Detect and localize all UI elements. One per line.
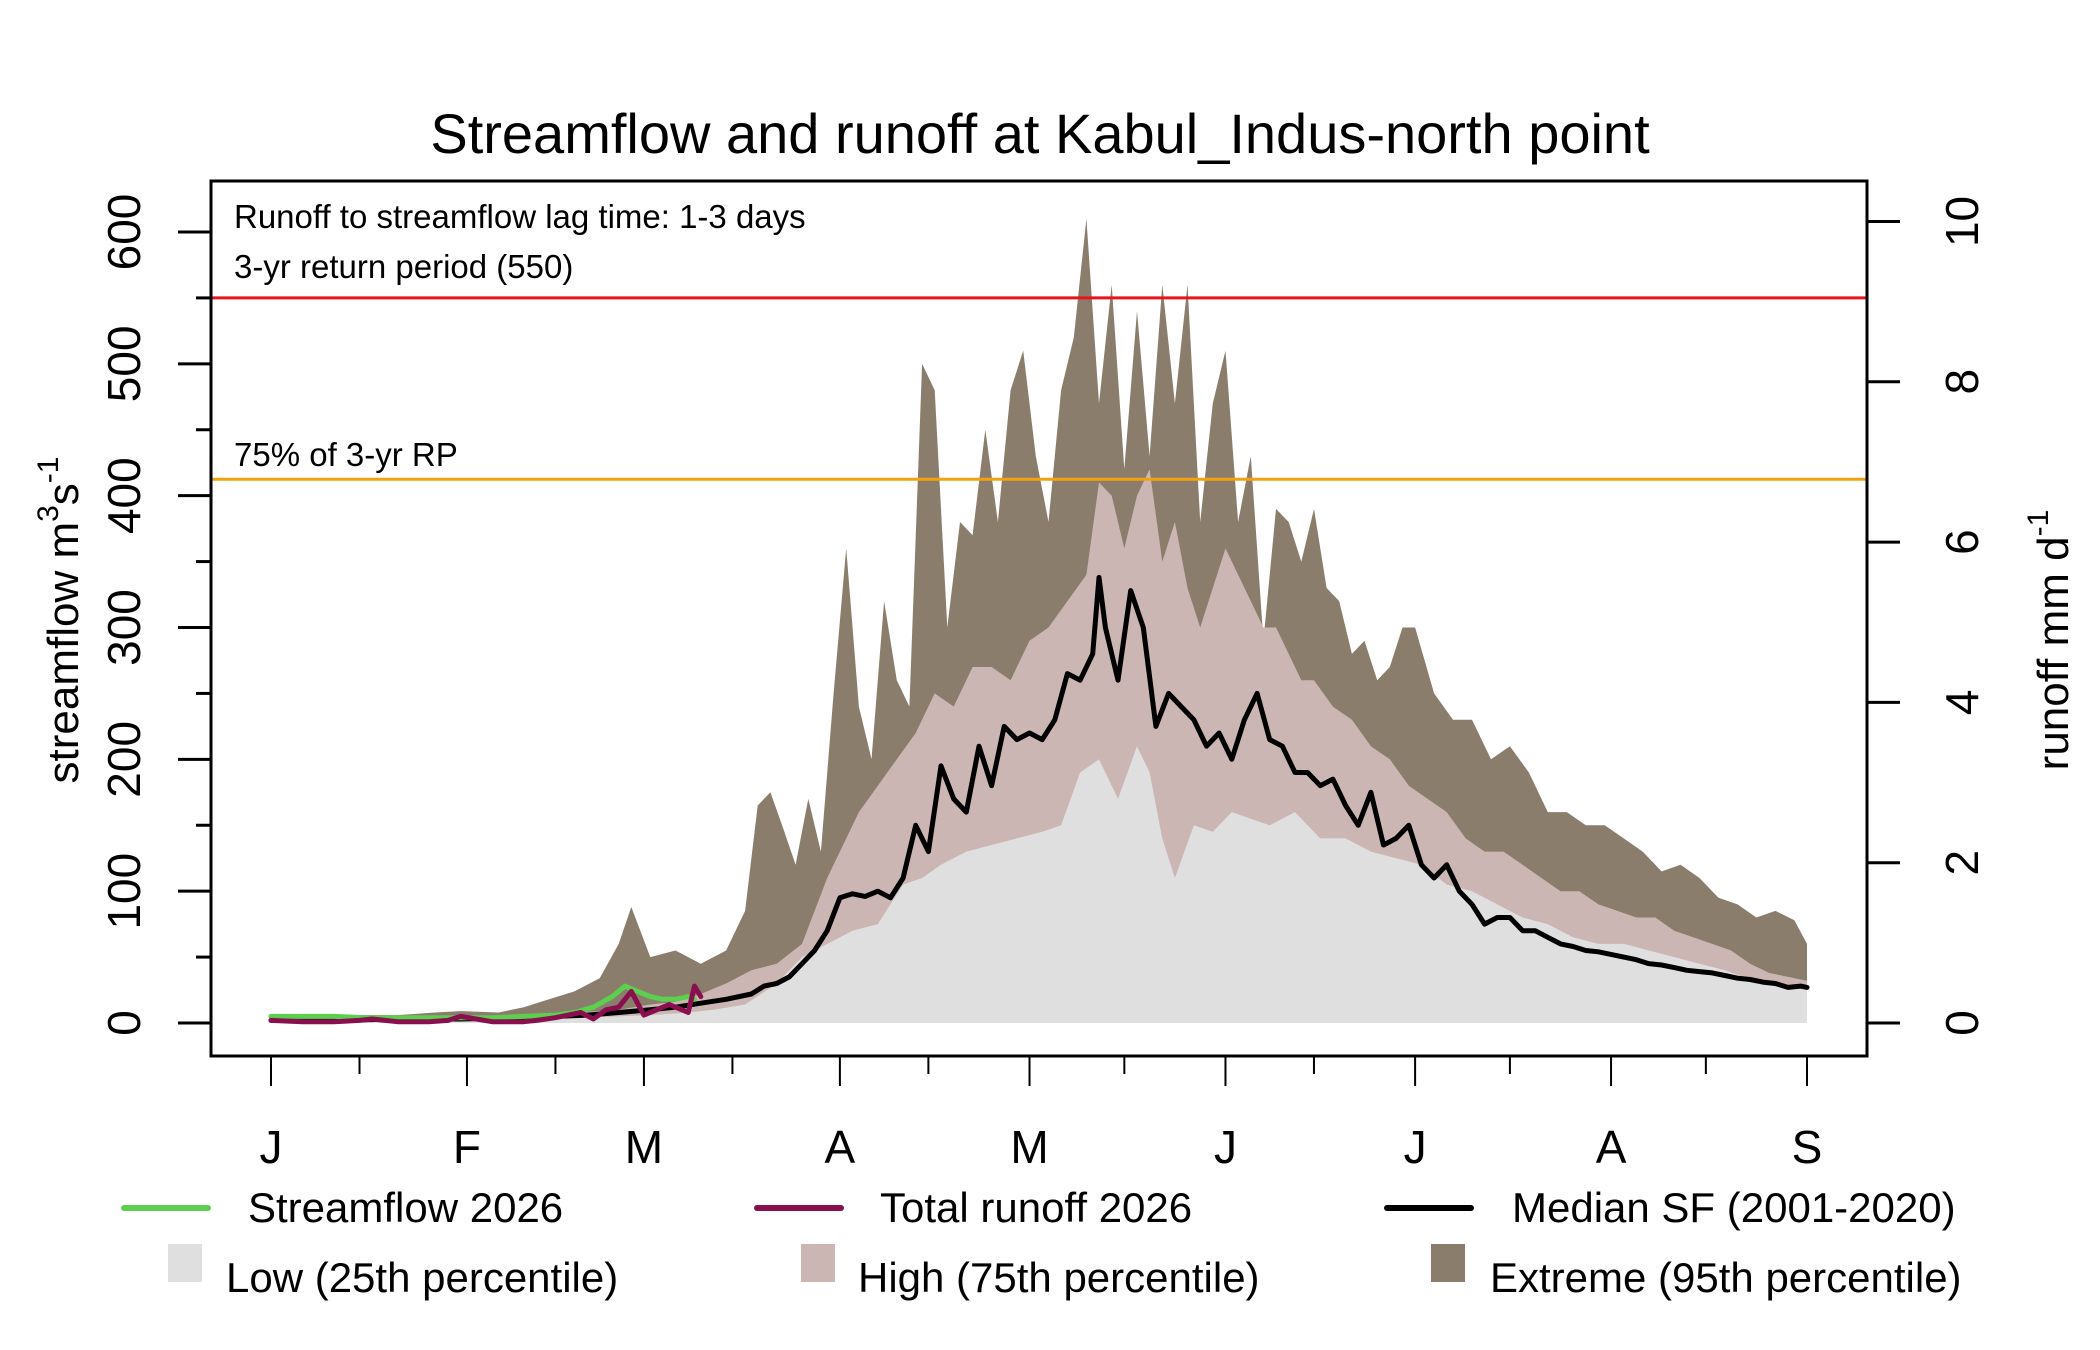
chart-title: Streamflow and runoff at Kabul_Indus-nor… (430, 102, 1650, 165)
x-tick-label: A (1596, 1121, 1627, 1173)
y-axis-right: 0 2 4 6 8 10 (1867, 196, 1988, 1036)
y-tick-label: 400 (98, 457, 150, 534)
y2-axis-title: runoff mm d-1 (2022, 510, 2078, 771)
annotation-75pct: 75% of 3-yr RP (234, 436, 458, 473)
y2-tick-label: 4 (1936, 690, 1988, 716)
percentile-bands (271, 218, 1807, 1024)
legend-label: Streamflow 2026 (248, 1184, 563, 1231)
y2-tick-label: 6 (1936, 529, 1988, 555)
legend-item-extreme-95th-percentile: Extreme (95th percentile) (1431, 1244, 1962, 1301)
legend: Streamflow 2026 Total runoff 2026 Median S… (121, 1184, 1962, 1301)
legend-item-streamflow-2026: Streamflow 2026 (121, 1184, 563, 1231)
y-tick-label: 300 (98, 589, 150, 666)
y2-tick-label: 10 (1936, 196, 1988, 247)
x-tick-label: J (1214, 1121, 1237, 1173)
legend-item-high-75th-percentile: High (75th percentile) (801, 1244, 1260, 1301)
legend-label: Extreme (95th percentile) (1490, 1254, 1962, 1301)
line-median-sf-2001-2020 (268, 574, 1810, 1023)
y2-tick-label: 0 (1936, 1010, 1988, 1036)
y-tick-label: 200 (98, 721, 150, 798)
legend-label: High (75th percentile) (858, 1254, 1260, 1301)
legend-item-low-25th-percentile: Low (25th percentile) (168, 1244, 618, 1301)
x-tick-label: M (1010, 1121, 1048, 1173)
legend-swatch (801, 1244, 835, 1282)
y2-tick-label: 8 (1936, 369, 1988, 395)
legend-item-median-sf-2001-2020: Median SF (2001-2020) (1384, 1184, 1956, 1231)
plot-frame (209, 179, 1869, 1058)
legend-label: Median SF (2001-2020) (1512, 1184, 1956, 1231)
y-tick-label: 600 (98, 194, 150, 271)
x-tick-label: M (625, 1121, 663, 1173)
legend-label: Total runoff 2026 (880, 1184, 1192, 1231)
series-lines (268, 574, 1810, 1025)
legend-item-total-runoff-2026: Total runoff 2026 (754, 1184, 1192, 1231)
line-total-runoff-2026 (268, 983, 704, 1025)
legend-swatch (168, 1244, 202, 1282)
legend-label: Low (25th percentile) (226, 1254, 618, 1301)
threshold-lines (211, 296, 1867, 481)
y-tick-label: 500 (98, 325, 150, 402)
x-tick-label: S (1792, 1121, 1823, 1173)
y-tick-label: 100 (98, 853, 150, 930)
x-tick-label: A (825, 1121, 856, 1173)
x-tick-label: J (1404, 1121, 1427, 1173)
band-low-25th-percentile (271, 746, 1807, 1023)
y-axis-left: 0 100 200 300 400 500 600 (98, 194, 211, 1036)
legend-swatch (1431, 1244, 1465, 1282)
annotation-return-period: 3-yr return period (550) (234, 248, 573, 285)
x-tick-label: F (453, 1121, 481, 1173)
y2-tick-label: 2 (1936, 850, 1988, 876)
y-tick-label: 0 (98, 1010, 150, 1036)
y-axis-title: streamflow m3s-1 (32, 457, 88, 784)
x-tick-label: J (260, 1121, 283, 1173)
annotation-lag-time: Runoff to streamflow lag time: 1-3 days (234, 198, 806, 235)
